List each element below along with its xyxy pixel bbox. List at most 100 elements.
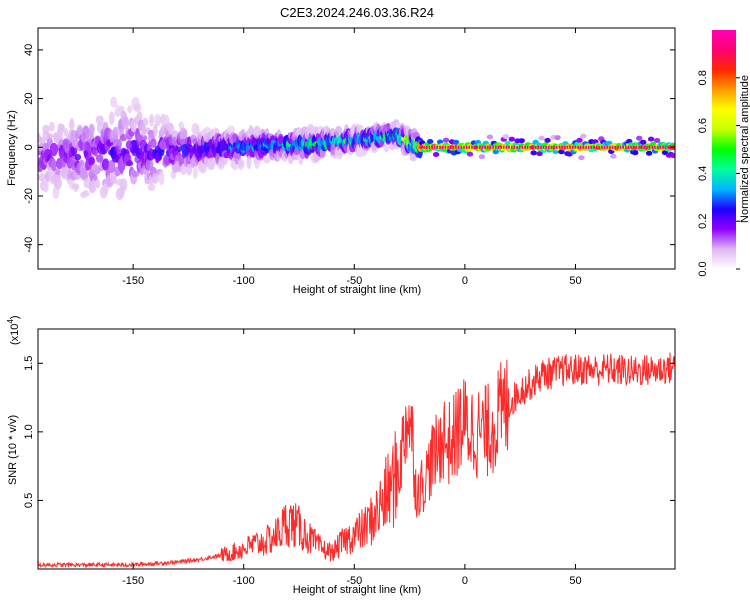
spectrogram-ridge-cell [651, 145, 654, 149]
spectrogram-ridge-cell [487, 145, 489, 149]
spectrogram-cell [150, 138, 157, 149]
spectrogram-cell [53, 176, 63, 190]
spectrogram-cell [330, 127, 336, 138]
spectrogram-ridge-cell [534, 145, 537, 149]
spectrogram-cell [124, 153, 132, 161]
spectrogram-ridge-cell [505, 145, 508, 149]
x-tick-label: -150 [122, 575, 144, 587]
snr-y-ticks: 1.5 1.0 0.5 [23, 356, 675, 508]
spectrogram-ridge-cell [510, 145, 513, 149]
spectrogram-cell [170, 170, 177, 179]
colorbar-tick-label: 0.6 [697, 118, 709, 133]
spectrogram-ridge-cell [633, 145, 635, 149]
spectrogram-cell [70, 145, 78, 157]
spectrogram-cell [38, 173, 46, 182]
spectrogram-cell [508, 136, 515, 142]
spectrogram-cell [647, 136, 655, 142]
spectrogram-cell [432, 152, 440, 157]
spectrogram-ridge-cell [585, 145, 587, 149]
spectrogram-cell [63, 127, 69, 137]
spectrogram-cell [645, 150, 653, 156]
spectrogram-cell [192, 165, 198, 179]
y-tick-label: 0 [23, 144, 35, 150]
spectrogram-cell [102, 158, 110, 171]
spectrogram-cell [89, 173, 98, 183]
spectrogram-ridge-cell [420, 145, 423, 149]
spectrogram-ridge-cell [455, 145, 457, 149]
spectrogram-ridge-cell [513, 145, 516, 149]
snr-panel: -150 -100 -50 0 50 1.5 1.0 0.5 Height of strai… [6, 315, 676, 596]
spectrogram-cell [530, 150, 537, 156]
spectrogram-ridge-cell [656, 145, 659, 149]
spectrogram-ridge-cell [426, 145, 428, 149]
spectrogram-ridge-cell [648, 145, 651, 149]
spectrogram-ridge-cell [502, 145, 505, 149]
spectrogram-ridge-cell [598, 145, 601, 149]
spectrogram-cell [237, 159, 245, 168]
spectrogram-ridge-cell [654, 145, 656, 149]
spectrogram-cell [110, 96, 117, 108]
spectrogram-ridge-cell [550, 145, 553, 149]
spectrogram-ridge-cell [640, 145, 643, 149]
spectrogram-ridge-cell [542, 145, 545, 149]
spectrogram-ridge-cell [436, 145, 439, 149]
spectrogram-ridge-cell [574, 145, 577, 149]
colorbar: 0.0 0.2 0.4 0.6 0.8 Normalized spectral ampl… [697, 30, 750, 277]
spectrogram-ridge-cell [449, 145, 452, 149]
spectrogram-cell [578, 155, 585, 161]
spectrogram-ridge-cell [603, 145, 606, 149]
spectrogram-cell [158, 171, 165, 186]
spectrogram-cell [72, 183, 80, 190]
spectrogram-cell [442, 137, 450, 143]
spectrogram-ridge-cell [431, 145, 433, 149]
spectrogram-ridge-cell [659, 145, 662, 149]
spectrogram-ridge-cell [558, 145, 561, 149]
spectrogram-cell [95, 179, 101, 189]
y-tick-label: 1.5 [23, 356, 35, 371]
spectrogram-cell [222, 156, 228, 165]
snr-x-axis-title: Height of straight line (km) [293, 584, 421, 596]
spectrogram-cell [153, 123, 158, 137]
x-tick-label: -100 [233, 275, 255, 287]
x-tick-label: 0 [462, 575, 468, 587]
spectrogram-ridge-cell [452, 145, 455, 149]
spectrogram-ridge-cell [526, 145, 529, 149]
spectrogram-ridge-cell [500, 145, 502, 149]
colorbar-ticks: 0.0 0.2 0.4 0.6 0.8 [697, 70, 740, 277]
spectrogram-cell [74, 153, 82, 161]
spectrogram-cell [46, 133, 53, 140]
snr-x-ticks: -150 -100 -50 0 50 [122, 329, 582, 587]
spectrogram-ridge-cell [476, 145, 478, 149]
spectrogram-ridge-cell [566, 145, 569, 149]
spectrogram-ridge-cell [587, 145, 590, 149]
spectrogram-cell [108, 159, 116, 174]
spectrogram-cell [263, 155, 271, 164]
spectrogram-cell [502, 134, 509, 139]
x-tick-label: -150 [122, 275, 144, 287]
spectrogram-ridge-cell [571, 145, 574, 149]
spectrogram-x-ticks: -150 -100 -50 0 50 [122, 28, 582, 287]
spectrogram-cell [131, 170, 140, 178]
spectrogram-ridge-cell [439, 145, 441, 149]
spectrogram-cell [145, 158, 154, 171]
spectrogram-ridge-cell [664, 145, 667, 149]
figure-title: C2E3.2024.246.03.36.R24 [280, 5, 434, 20]
spectrogram-ridge-cell [524, 145, 526, 149]
spectrogram-ridge-cell [577, 145, 579, 149]
spectrogram-cell [110, 174, 117, 185]
spectrogram-cell [49, 121, 55, 132]
spectrogram-ridge-cell [564, 145, 566, 149]
x-tick-label: 50 [569, 275, 581, 287]
spectrogram-cell [133, 103, 142, 112]
spectrogram-ridge-cell [548, 145, 550, 149]
spectrogram-ridge-cell [627, 145, 630, 149]
snr-multiplier-label: (x10 [9, 324, 21, 345]
spectrogram-ridge-cell [625, 145, 627, 149]
spectrogram-ridge-cell [611, 145, 614, 149]
spectrogram-cell [88, 123, 95, 135]
x-tick-label: 50 [569, 575, 581, 587]
spectrogram-x-axis-title: Height of straight line (km) [293, 284, 421, 296]
spectrogram-cell [427, 139, 434, 144]
spectrogram-cell [96, 121, 103, 134]
